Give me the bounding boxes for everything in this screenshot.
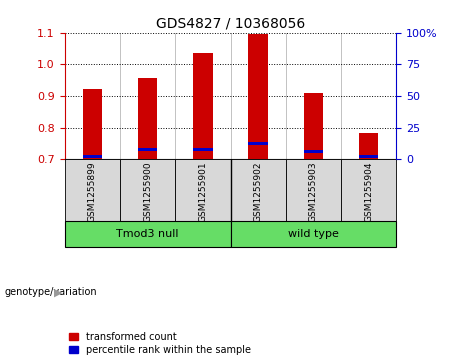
Bar <box>304 93 323 159</box>
Bar <box>83 89 102 159</box>
Bar <box>83 155 102 158</box>
Bar <box>248 34 268 159</box>
Bar <box>175 159 230 221</box>
Bar <box>359 155 378 158</box>
Bar <box>341 159 396 221</box>
Bar <box>138 78 157 159</box>
Text: GSM1255901: GSM1255901 <box>198 161 207 222</box>
Bar <box>65 221 230 247</box>
Text: wild type: wild type <box>288 229 339 239</box>
Text: Tmod3 null: Tmod3 null <box>116 229 179 239</box>
Bar <box>65 159 120 221</box>
Text: GSM1255903: GSM1255903 <box>309 161 318 222</box>
Bar <box>230 221 396 247</box>
Text: GSM1255902: GSM1255902 <box>254 161 263 222</box>
Text: GSM1255904: GSM1255904 <box>364 161 373 222</box>
Bar <box>193 148 213 151</box>
Bar <box>286 159 341 221</box>
Text: GSM1255900: GSM1255900 <box>143 161 152 222</box>
Title: GDS4827 / 10368056: GDS4827 / 10368056 <box>156 16 305 30</box>
Bar <box>230 159 286 221</box>
Legend: transformed count, percentile rank within the sample: transformed count, percentile rank withi… <box>70 331 251 355</box>
Bar <box>138 148 157 151</box>
Bar <box>304 150 323 153</box>
Text: genotype/variation: genotype/variation <box>5 287 97 297</box>
Bar <box>193 53 213 159</box>
Bar <box>120 159 175 221</box>
Text: GSM1255899: GSM1255899 <box>88 161 97 222</box>
Bar <box>248 142 268 145</box>
Text: ▶: ▶ <box>54 287 63 297</box>
Bar <box>359 133 378 159</box>
